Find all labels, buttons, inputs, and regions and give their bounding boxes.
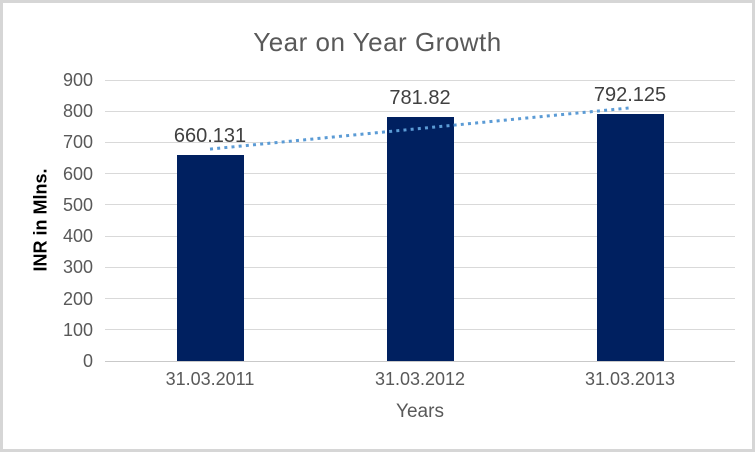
x-category-label: 31.03.2013 (584, 369, 676, 389)
y-tick-label: 100 (62, 319, 93, 340)
y-tick-label: 700 (62, 132, 93, 153)
x-category-label: 31.03.2012 (374, 369, 466, 389)
y-tick-label: 600 (62, 163, 93, 184)
y-tick-label: 400 (62, 226, 93, 247)
gridline (105, 110, 735, 112)
gridline (105, 79, 735, 81)
bar (596, 113, 664, 361)
y-tick-label: 300 (62, 257, 93, 278)
bar (386, 116, 454, 361)
y-tick-label: 800 (62, 101, 93, 122)
bar (176, 154, 244, 361)
chart-title: Year on Year Growth (253, 27, 502, 57)
x-category-label: 31.03.2011 (165, 369, 255, 389)
y-tick-label: 0 (82, 351, 93, 371)
bar-data-label: 781.82 (389, 86, 451, 109)
bar-data-label: 660.131 (173, 124, 247, 147)
bar-data-label: 792.125 (593, 83, 667, 106)
x-axis-title: Years (396, 401, 444, 422)
y-tick-label: 500 (62, 194, 93, 215)
y-axis-title: INR in Mlns. (30, 168, 51, 272)
y-tick-label: 200 (62, 288, 93, 309)
y-tick-label: 900 (62, 70, 93, 90)
x-axis-line (105, 360, 735, 362)
